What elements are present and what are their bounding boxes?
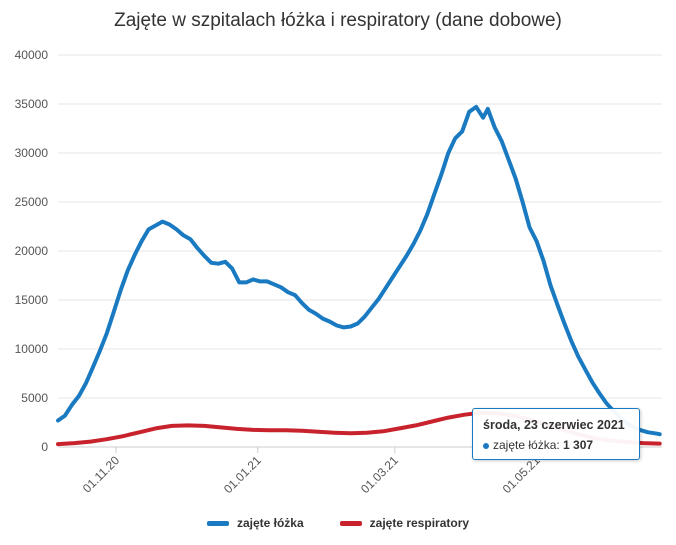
series-lines [56,104,662,447]
legend-label-resp: zajęte respiratory [369,516,470,530]
legend-swatch-resp [339,520,362,526]
y-tick-label: 0 [41,440,48,454]
tooltip: środa, 23 czerwiec 2021 zajęte łóżka: 1 … [472,408,640,460]
tooltip-line: zajęte łóżka: 1 307 [483,438,593,452]
legend-item-resp[interactable]: zajęte respiratory [339,516,470,530]
x-tick-label: 01.03.21 [358,453,401,496]
y-axis-ticks: 0 5000 10000 15000 20000 25000 30000 35000 40000 [15,48,49,454]
x-tick-label: 01.01.21 [221,453,264,496]
series-line-beds[interactable] [56,104,662,437]
y-tick-label: 20000 [15,244,49,258]
y-tick-label: 25000 [15,195,49,209]
tooltip-date: środa, 23 czerwiec 2021 [483,418,625,432]
x-tick-label: 01.11.20 [80,453,123,496]
legend-item-beds[interactable]: zajęte łóżka [206,516,304,530]
legend-swatch-beds [206,520,229,526]
y-tick-label: 10000 [15,342,49,356]
grid-lines [58,54,662,448]
y-tick-label: 40000 [15,48,49,62]
y-tick-label: 35000 [15,97,49,111]
tooltip-dot-icon [483,442,489,449]
y-tick-label: 5000 [21,391,48,405]
y-tick-label: 30000 [15,146,49,160]
y-tick-label: 15000 [15,293,49,307]
legend-label-beds: zajęte łóżka [236,516,304,530]
legend: zajęte łóżka zajęte respiratory [0,516,676,530]
tooltip-value: 1 307 [563,438,594,452]
chart-title: Zajęte w szpitalach łóżka i respiratory … [114,10,562,31]
tooltip-label: zajęte łóżka: [493,438,560,452]
